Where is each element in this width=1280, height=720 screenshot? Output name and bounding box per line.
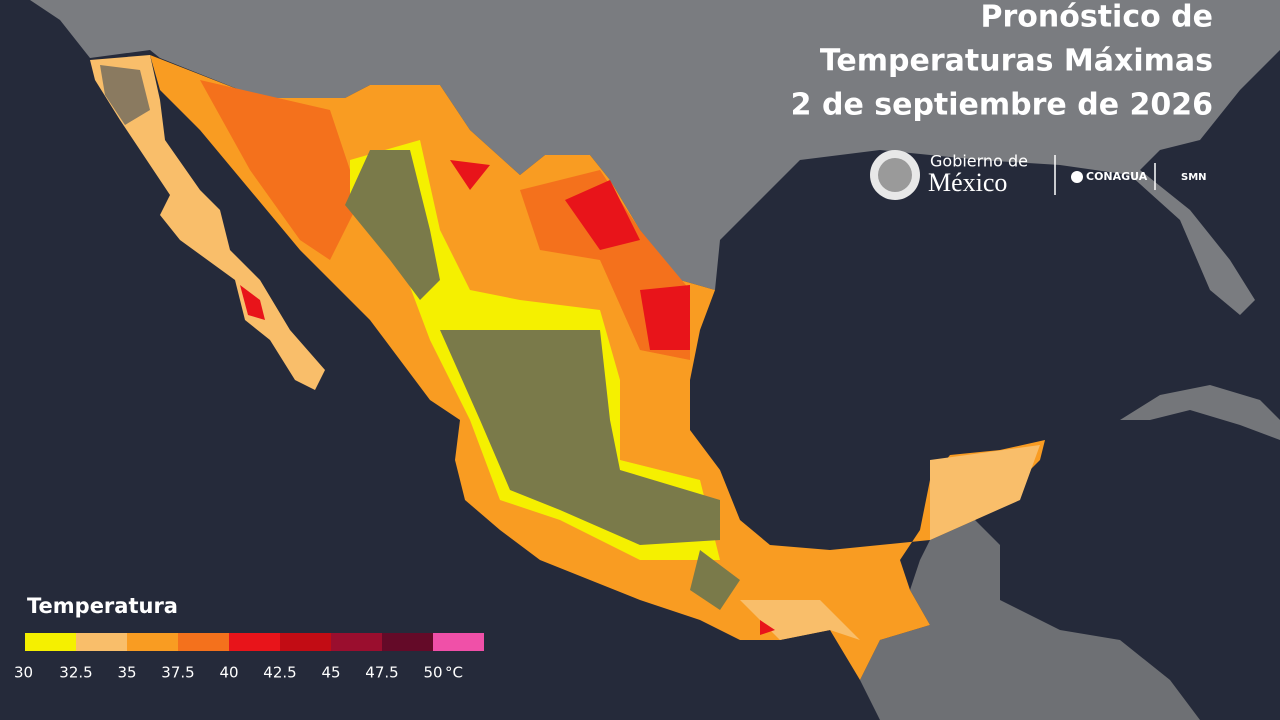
legend-tick-label: 45 [321, 664, 340, 682]
zone-mild-warm [740, 445, 1040, 640]
zone-hot [450, 160, 690, 350]
land-north [30, 0, 1280, 315]
seal-icon [878, 158, 912, 192]
legend-tick-label: 42.5 [263, 664, 296, 682]
zone-warm [200, 80, 360, 260]
legend-swatch [382, 633, 433, 651]
logo-text: SMN [1181, 172, 1207, 183]
title-line: 2 de septiembre de 2026 [791, 88, 1213, 123]
legend-tick-label: 35 [117, 664, 136, 682]
legend-title: Temperatura [27, 594, 178, 618]
logo-text: CONAGUA [1086, 170, 1148, 183]
legend-swatch [229, 633, 280, 651]
legend-tick-label: 47.5 [365, 664, 398, 682]
legend-swatch [25, 633, 76, 651]
logo-text: México [928, 168, 1007, 197]
zone-highland [345, 150, 740, 610]
legend-tick-label: 37.5 [161, 664, 194, 682]
baja-california [90, 55, 325, 390]
legend-swatch [76, 633, 127, 651]
legend-swatch [433, 633, 484, 651]
title-line: Temperaturas Máximas [820, 44, 1213, 79]
legend-swatch [178, 633, 229, 651]
legend-swatch [280, 633, 331, 651]
legend-tick-label: 32.5 [59, 664, 92, 682]
legend-tick-label: 30 [14, 664, 33, 682]
conagua-icon [1071, 171, 1083, 183]
legend-tick-label: 40 [219, 664, 238, 682]
legend-swatch [331, 633, 382, 651]
logo-text: Gobierno de [930, 152, 1028, 171]
legend-swatch [127, 633, 178, 651]
legend: 30 32.5 35 37.5 40 42.5 45 47.5 50 °C [14, 633, 484, 682]
title-line: Pronóstico de [981, 0, 1214, 35]
legend-unit: °C [445, 664, 463, 682]
land-south [860, 520, 1200, 720]
zone-highland [100, 65, 150, 125]
legend-tick-label: 50 [423, 664, 442, 682]
land-cuba [1120, 385, 1280, 440]
